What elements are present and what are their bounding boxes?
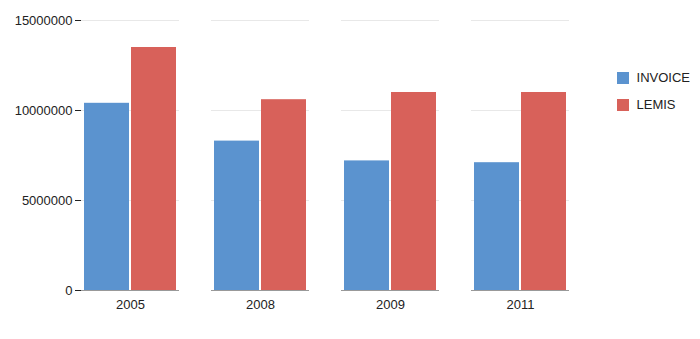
svg-text:2009: 2009: [376, 297, 405, 312]
svg-text:10000000: 10000000: [15, 103, 73, 118]
svg-text:0: 0: [65, 283, 72, 298]
svg-text:2008: 2008: [246, 297, 275, 312]
svg-text:2005: 2005: [116, 297, 145, 312]
svg-text:15000000: 15000000: [15, 13, 73, 28]
svg-text:5000000: 5000000: [22, 193, 73, 208]
html-text:INVOICE: INVOICE: [636, 70, 690, 85]
html-text:LEMIS: LEMIS: [636, 97, 676, 112]
svg-text:2011: 2011: [507, 297, 535, 312]
